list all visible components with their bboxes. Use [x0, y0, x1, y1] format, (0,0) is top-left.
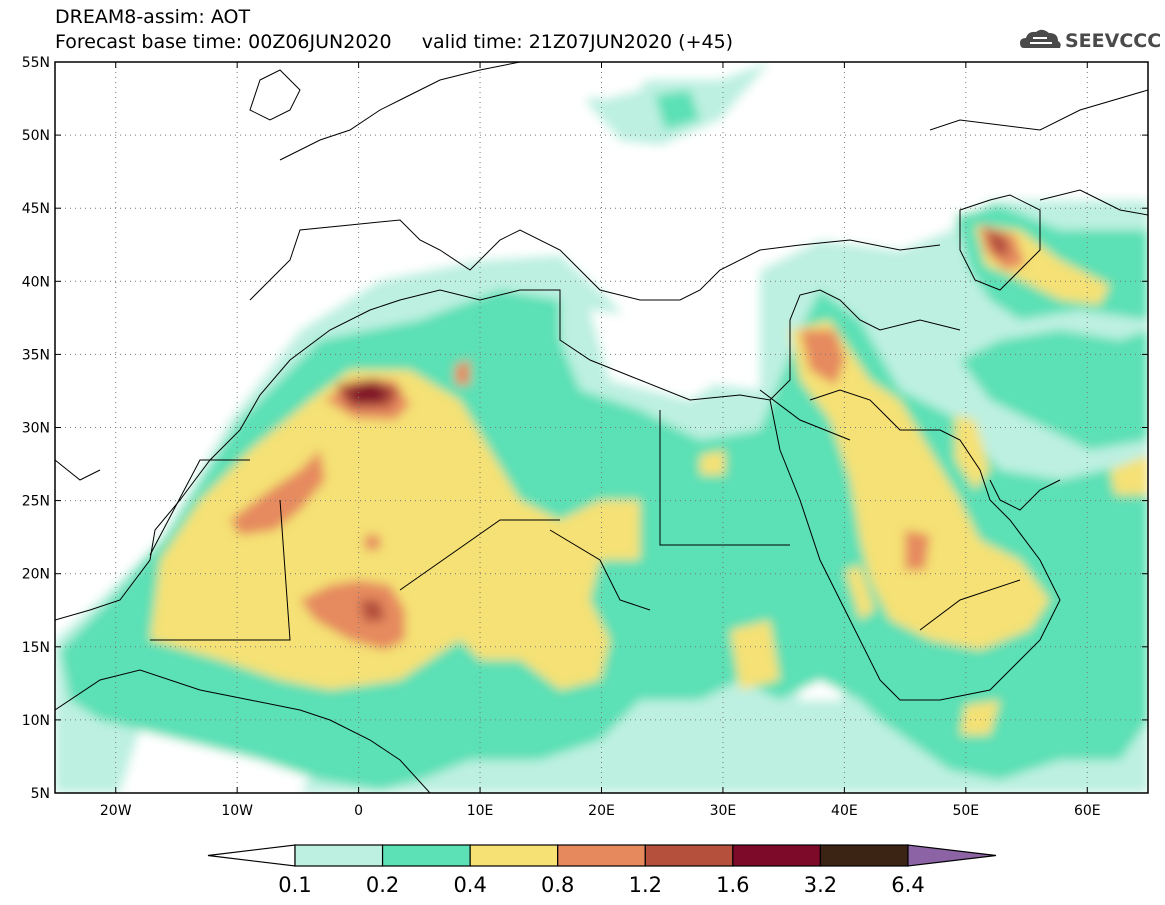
lat-label: 10N [22, 713, 50, 729]
colorbar-max-arrow [907, 844, 997, 867]
colorbar-box [644, 844, 734, 867]
grid-lines [55, 62, 1148, 793]
colorbar-box [557, 844, 646, 867]
colorbar-box [381, 844, 471, 867]
lon-label: 20W [100, 803, 132, 819]
colorbar-level-label: 0.1 [278, 873, 311, 897]
colorbar-level-label: 1.6 [716, 873, 749, 897]
map-title: DREAM8-assim: AOT [55, 6, 251, 28]
lon-label: 40E [831, 803, 858, 819]
axis-ticks [55, 61, 1148, 794]
lon-label: 0 [354, 803, 363, 819]
map-subtitle: Forecast base time: 00Z06JUN2020 valid t… [55, 31, 734, 53]
colorbar-box [469, 844, 559, 867]
lat-label: 55N [22, 55, 50, 71]
colorbar [207, 844, 997, 867]
colorbar-box [294, 844, 384, 867]
colorbar-level-label: 0.2 [366, 873, 399, 897]
lat-label: 20N [22, 567, 50, 583]
colorbar-level-label: 6.4 [891, 873, 924, 897]
latitude-labels: 55N 50N 45N 40N 35N 30N 25N 20N 15N 10N 5N [22, 55, 50, 802]
lat-label: 30N [22, 421, 50, 437]
colorbar-box [732, 844, 822, 867]
colorbar-level-label: 0.8 [541, 873, 574, 897]
colorbar-level-label: 1.2 [629, 873, 662, 897]
lon-label: 60E [1074, 803, 1101, 819]
lat-label: 40N [22, 274, 50, 290]
lat-label: 25N [22, 494, 50, 510]
lon-label: 10W [221, 803, 253, 819]
colorbar-level-label: 3.2 [804, 873, 837, 897]
lon-label: 30E [710, 803, 737, 819]
colorbar-min-arrow [207, 844, 296, 867]
colorbar-level-label: 0.4 [453, 873, 486, 897]
lat-label: 15N [22, 640, 50, 656]
lat-label: 50N [22, 128, 50, 144]
colorbar-labels: 0.1 0.2 0.4 0.8 1.2 1.6 3.2 6.4 [278, 873, 924, 897]
lat-label: 45N [22, 201, 50, 217]
longitude-labels: 20W 10W 0 10E 20E 30E 40E 50E 60E [100, 803, 1101, 819]
cloud-icon [1020, 29, 1061, 48]
colorbar-box [819, 844, 909, 867]
lat-label: 5N [31, 786, 50, 802]
lat-label: 35N [22, 347, 50, 363]
lon-label: 10E [467, 803, 494, 819]
lon-label: 50E [952, 803, 979, 819]
lon-label: 20E [588, 803, 615, 819]
logo-text: SEEVCCC [1065, 30, 1162, 52]
coastlines [55, 62, 1148, 793]
